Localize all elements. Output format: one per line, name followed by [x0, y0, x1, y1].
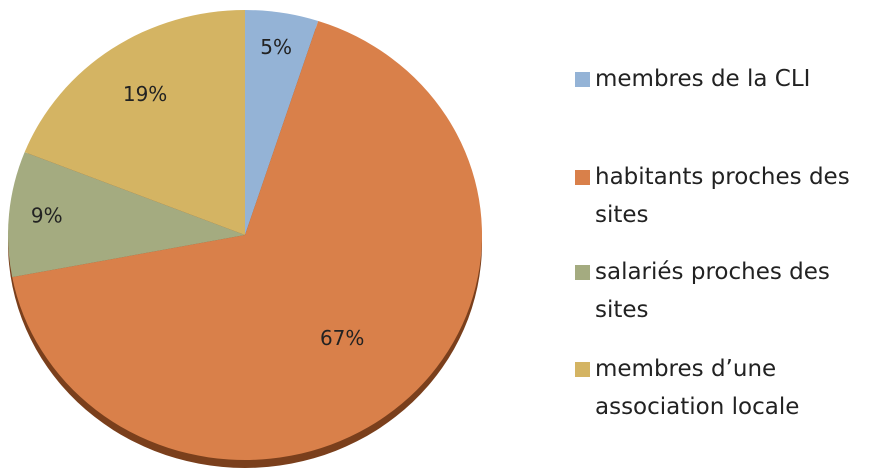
legend-item: membres de la CLI — [575, 60, 870, 98]
legend-label: salariés proches des sites — [595, 259, 830, 323]
pie-slice — [8, 152, 246, 278]
legend-item: membres d’une association locale — [575, 350, 870, 426]
legend-item: salariés proches des sites — [575, 253, 870, 329]
data-label: 5% — [260, 35, 292, 59]
legend-label: habitants proches des sites — [595, 164, 850, 228]
legend-swatch — [575, 170, 590, 185]
legend-swatch — [575, 362, 590, 377]
legend-label: membres de la CLI — [595, 66, 811, 92]
legend-item: habitants proches des sites — [575, 158, 870, 234]
legend-swatch — [575, 265, 590, 280]
legend-label: membres d’une association locale — [595, 356, 800, 420]
legend-swatch — [575, 72, 590, 87]
pie-slice — [12, 21, 482, 461]
pie-slice — [24, 10, 245, 235]
data-label: 67% — [320, 326, 364, 350]
data-label: 19% — [123, 82, 167, 106]
data-label: 9% — [31, 204, 63, 228]
pie-slice — [245, 10, 319, 235]
